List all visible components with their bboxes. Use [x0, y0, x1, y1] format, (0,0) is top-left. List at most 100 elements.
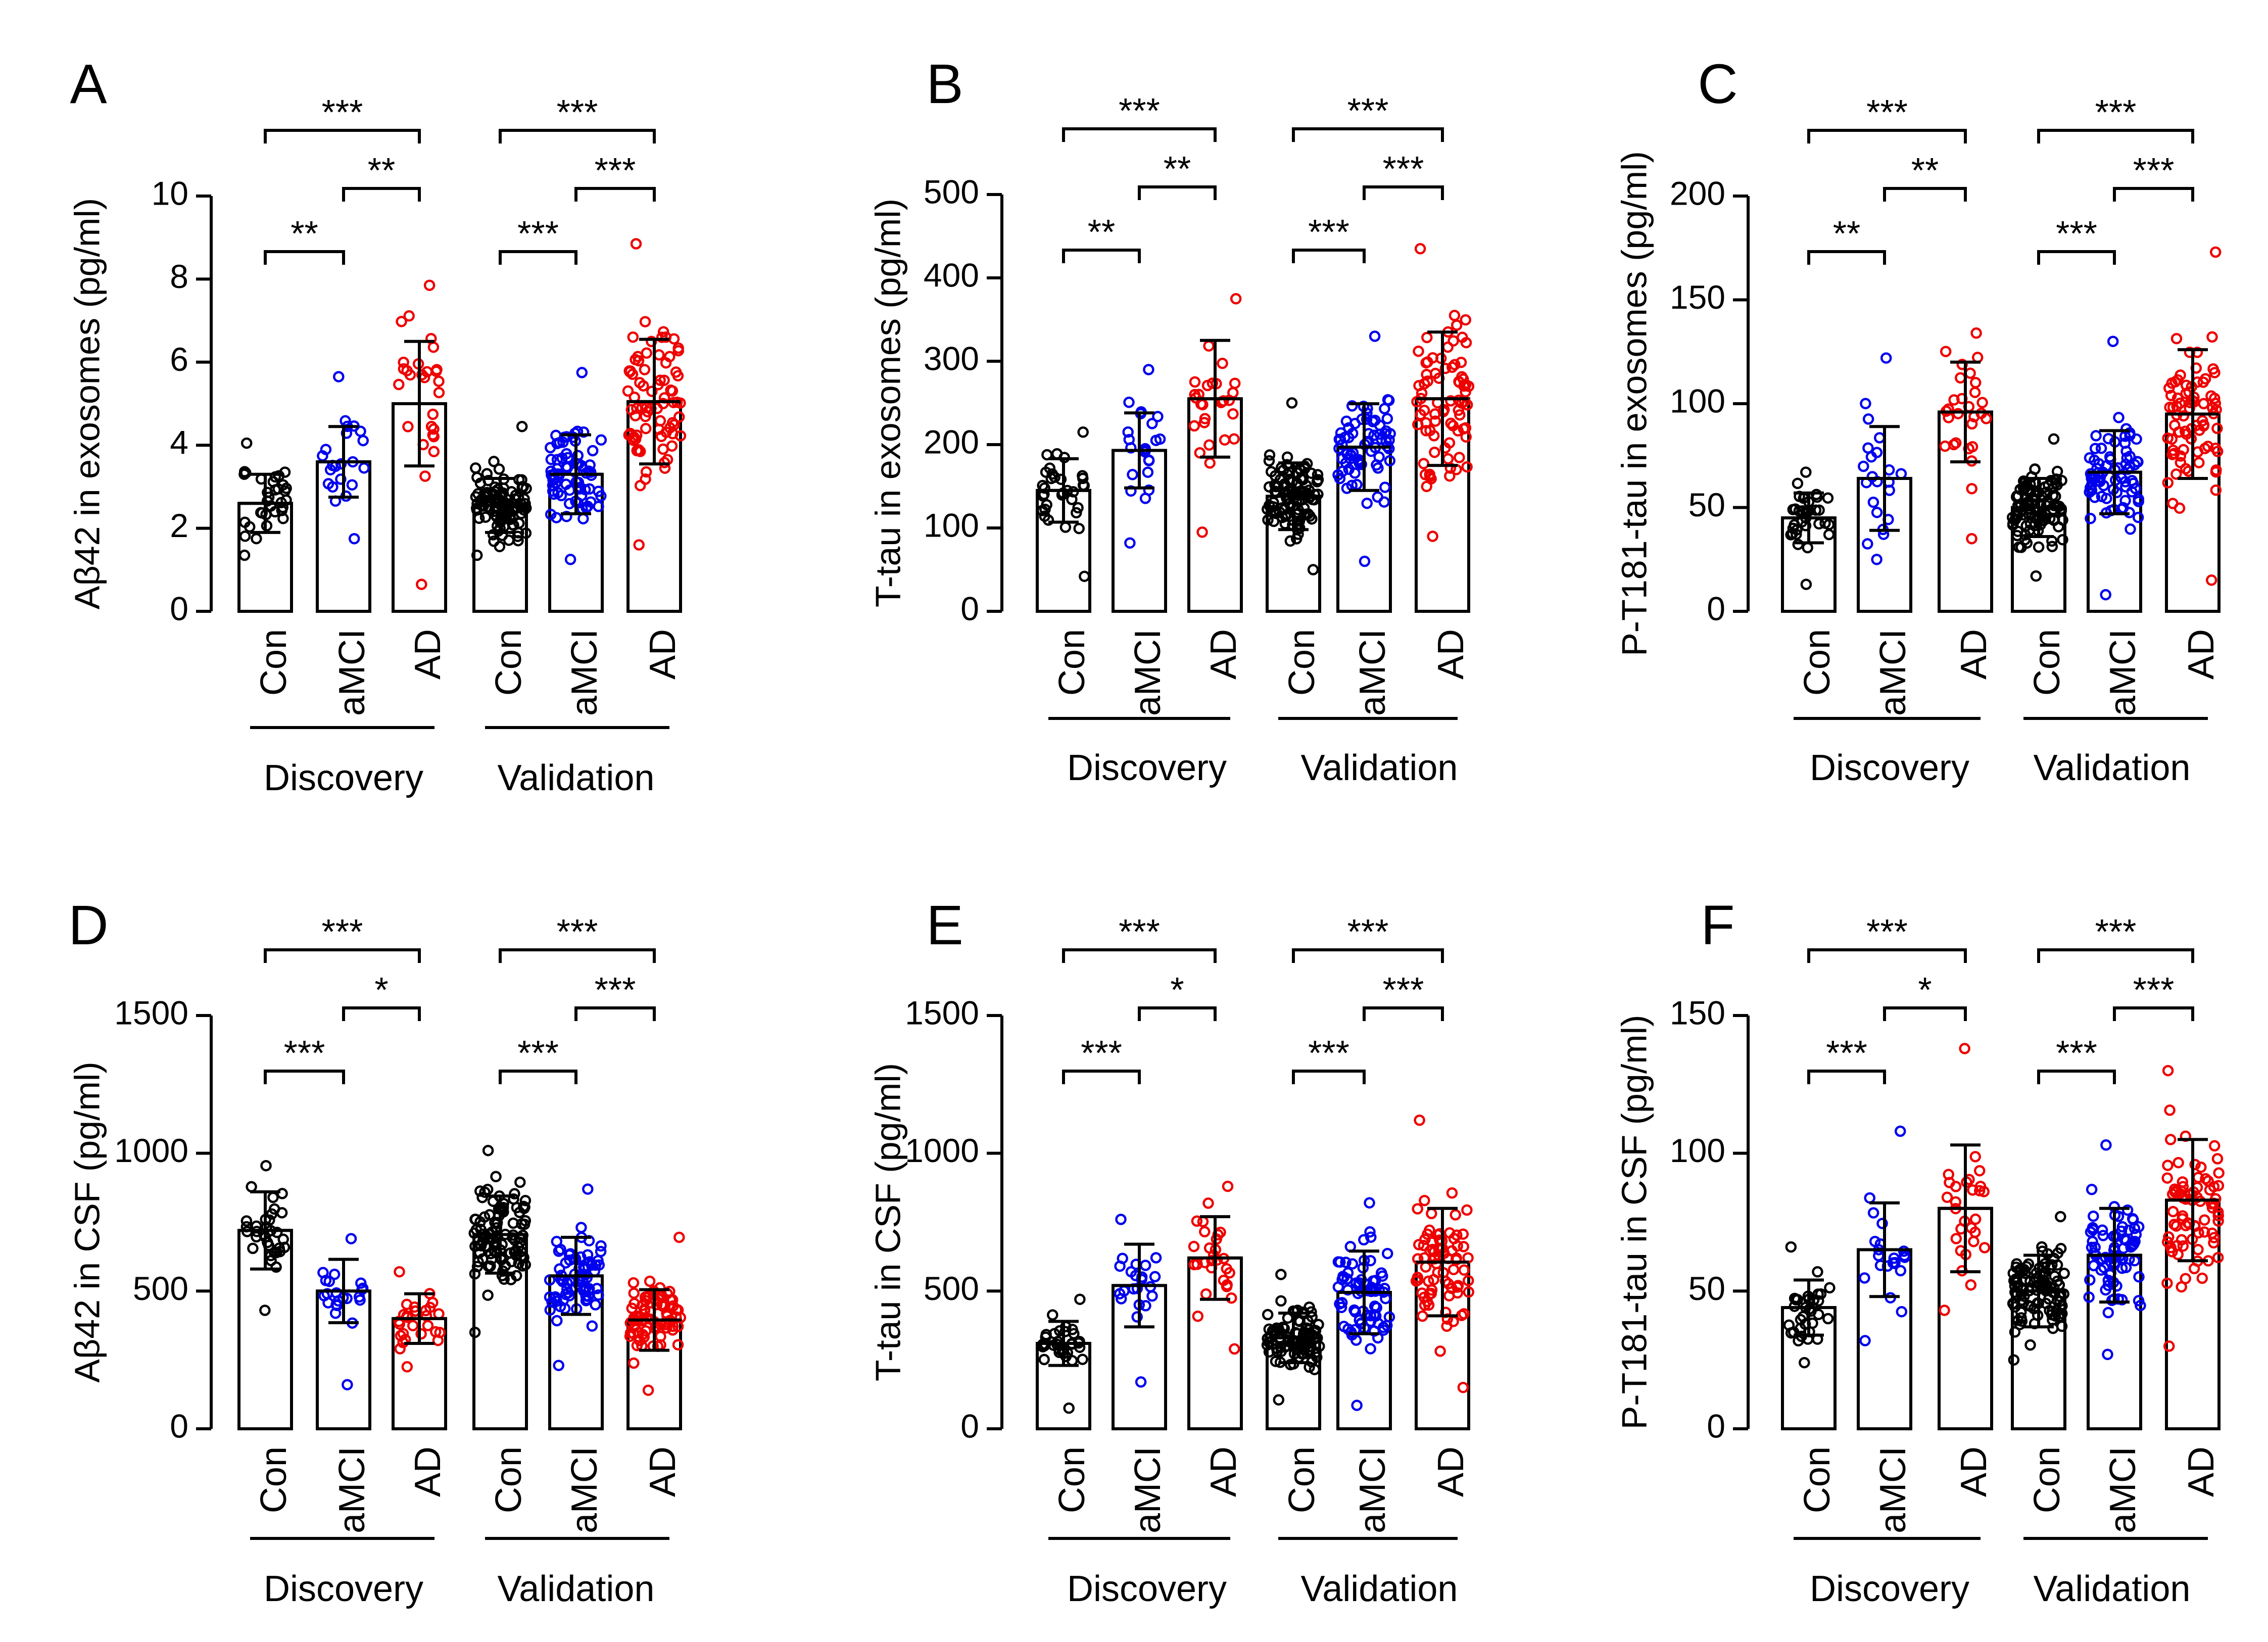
- significance-bracket: [1292, 948, 1444, 963]
- data-point: [239, 530, 251, 542]
- data-point: [1047, 1309, 1058, 1321]
- data-point: [1895, 1265, 1907, 1277]
- x-category-label: AD: [643, 1446, 683, 1497]
- y-tick-label: 1000: [114, 1132, 188, 1169]
- data-point: [1384, 455, 1396, 467]
- data-point: [423, 279, 436, 291]
- data-point: [1880, 352, 1892, 364]
- data-point: [551, 438, 563, 450]
- significance-bracket: [1062, 1070, 1141, 1084]
- data-point: [672, 1321, 684, 1332]
- y-tick-label: 1000: [905, 1132, 979, 1169]
- significance-label: *: [374, 970, 388, 1009]
- data-point: [1068, 1328, 1080, 1339]
- data-point: [1332, 1256, 1344, 1268]
- data-point: [2090, 430, 2102, 442]
- data-point: [2162, 1160, 2174, 1171]
- data-point: [572, 482, 584, 495]
- y-tick-label: 0: [960, 1407, 979, 1444]
- y-tick-label: 4: [170, 424, 188, 461]
- data-point: [2102, 1274, 2114, 1286]
- data-point: [646, 385, 658, 397]
- cohort-label: Validation: [498, 1569, 655, 1609]
- data-point: [1376, 433, 1387, 445]
- data-point: [317, 1267, 329, 1279]
- data-point: [1140, 1300, 1151, 1312]
- data-point: [1350, 1334, 1362, 1346]
- data-point: [2199, 1214, 2210, 1226]
- data-point: [1077, 472, 1089, 485]
- data-point: [1342, 1267, 1354, 1279]
- data-point: [2176, 1281, 2187, 1293]
- data-point: [2100, 1284, 2111, 1296]
- data-point: [1424, 1224, 1435, 1236]
- data-point: [1286, 397, 1298, 409]
- data-point: [2168, 1219, 2180, 1230]
- data-point: [1189, 376, 1201, 388]
- x-category-label: aMCI: [1128, 1446, 1168, 1533]
- data-point: [1447, 420, 1459, 431]
- data-point: [2164, 1104, 2176, 1116]
- data-point: [1793, 505, 1805, 517]
- data-point: [330, 1287, 343, 1299]
- y-tick-label: 1500: [905, 994, 979, 1031]
- data-point: [2193, 457, 2205, 468]
- data-point: [1143, 454, 1155, 466]
- data-point: [1450, 1209, 1461, 1221]
- data-point: [2205, 574, 2217, 586]
- data-points: [1188, 1180, 1240, 1355]
- data-point: [1383, 1311, 1395, 1323]
- data-point: [2013, 1264, 2025, 1276]
- data-point: [656, 331, 668, 343]
- data-point: [260, 1160, 272, 1172]
- data-point: [271, 1246, 282, 1259]
- data-point: [1462, 1275, 1474, 1286]
- data-point: [2210, 484, 2222, 496]
- data-point: [1894, 1125, 1906, 1137]
- data-point: [1867, 1207, 1879, 1219]
- data-point: [431, 364, 443, 375]
- data-point: [1812, 1266, 1823, 1278]
- data-point: [1460, 431, 1472, 443]
- data-point: [674, 430, 687, 442]
- data-point: [433, 375, 445, 387]
- data-point: [345, 1233, 357, 1244]
- data-point: [2209, 393, 2221, 404]
- data-point: [1421, 480, 1432, 493]
- data-point: [1862, 442, 1874, 454]
- data-point: [323, 1275, 335, 1287]
- data-points: [1122, 364, 1166, 549]
- data-point: [2102, 1348, 2113, 1361]
- data-point: [2087, 1236, 2098, 1247]
- data-point: [2212, 1180, 2225, 1191]
- data-point: [1454, 452, 1465, 463]
- data-point: [481, 489, 493, 501]
- data-point: [428, 446, 440, 458]
- x-category-label: Con: [1052, 629, 1092, 696]
- x-category-label: aMCI: [1873, 1446, 1913, 1533]
- significance-label: ***: [1866, 912, 1908, 951]
- data-point: [2165, 390, 2177, 402]
- data-point: [1335, 1301, 1347, 1314]
- data-point: [554, 1263, 565, 1275]
- data-point: [2129, 1235, 2141, 1247]
- data-point: [622, 385, 634, 397]
- data-point: [2086, 485, 2098, 496]
- data-point: [1791, 524, 1803, 536]
- data-point: [401, 1361, 413, 1373]
- data-points: [1332, 1197, 1395, 1411]
- data-point: [2050, 477, 2061, 489]
- cohort-label: Discovery: [1067, 1569, 1227, 1609]
- data-point: [640, 422, 652, 434]
- data-point: [1954, 372, 1966, 384]
- data-point: [1372, 491, 1383, 503]
- data-point: [2208, 1237, 2219, 1249]
- data-point: [1950, 1196, 1962, 1208]
- x-category-label: AD: [1431, 1446, 1471, 1497]
- data-point: [1787, 504, 1799, 515]
- data-point: [1373, 451, 1385, 463]
- data-points: [317, 1233, 369, 1390]
- significance-bracket: [2113, 1006, 2194, 1021]
- data-point: [1146, 418, 1158, 429]
- significance-label: ***: [595, 151, 636, 190]
